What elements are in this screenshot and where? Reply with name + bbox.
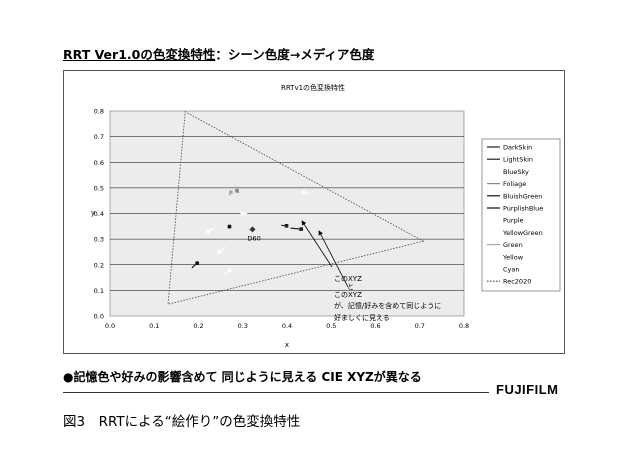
legend-label: LightSkin	[503, 156, 533, 164]
legend-label: Foliage	[503, 180, 526, 188]
data-point	[195, 261, 199, 266]
figure-caption: 図3 RRTによる“絵作り”の色変換特性	[63, 414, 301, 430]
slide-title: RRT Ver1.0の色変換特性：シーン色度→メディア色度	[63, 44, 374, 63]
annotation-arrow	[318, 230, 349, 288]
white-point-marker	[249, 226, 256, 233]
x-tick-label: 0.6	[370, 322, 380, 330]
legend-label: Rec2020	[503, 278, 531, 286]
x-tick-label: 0.1	[149, 322, 159, 330]
y-tick-label: 0.3	[94, 236, 104, 244]
chart-svg: RRTv1の色変換特性 D60 0.0 0.1 0.2 0.3 0.4 0.5 0.6 0.7…	[91, 83, 561, 349]
legend-label: YellowGreen	[502, 229, 543, 237]
y-axis-label: y	[91, 209, 95, 217]
x-tick-label: 0.3	[238, 322, 248, 330]
annotation-line: 好ましくに見える	[334, 313, 390, 322]
y-tick-label: 0.4	[94, 210, 104, 218]
x-tick-label: 0.2	[193, 322, 203, 330]
x-tick-label: 0.0	[105, 322, 115, 330]
y-tick-label: 0.7	[94, 133, 104, 141]
fujifilm-logo: FUJIFILM	[496, 382, 559, 397]
legend-label: Cyan	[503, 266, 520, 274]
x-tick-label: 0.8	[459, 322, 469, 330]
bottom-note: ●記憶色や好みの影響含めて 同じように見える CIE XYZが異なる	[63, 370, 422, 384]
gamut-rec2020	[167, 111, 425, 305]
legend-label: BlueSky	[503, 168, 529, 176]
legend-label: BluishGreen	[503, 192, 542, 200]
legend: DarkSkin LightSkin BlueSky Foliage BluishGre…	[481, 138, 561, 292]
legend-label: DarkSkin	[503, 144, 532, 152]
data-point	[217, 250, 222, 254]
chart-frame: RRTv1の色変換特性 D60 0.0 0.1 0.2 0.3 0.4 0.5 0.6 0.7…	[63, 70, 565, 354]
data-point	[284, 224, 289, 228]
brand-divider	[63, 392, 489, 393]
legend-label: Purple	[503, 217, 524, 225]
annotation-line: このXYZ	[334, 275, 362, 283]
annotation-line: と	[347, 283, 354, 291]
data-point	[206, 229, 211, 234]
slide-title-main: RRT Ver1.0の色変換特性	[63, 47, 216, 62]
data-point	[235, 188, 239, 193]
annotation: このXYZ と このXYZ が、記憶/好みを含めて同じように 好ましくに見える	[301, 220, 441, 322]
annotation-line: が、記憶/好みを含めて同じように	[334, 301, 441, 310]
slide-title-sub: ：シーン色度→メディア色度	[215, 47, 375, 62]
x-tick-label: 0.5	[326, 322, 336, 330]
y-tick-label: 0.8	[94, 108, 104, 116]
chart-title: RRTv1の色変換特性	[281, 83, 345, 92]
annotation-line: このXYZ	[334, 291, 362, 299]
x-tick-label: 0.4	[282, 322, 292, 330]
data-point	[299, 227, 303, 231]
legend-label: Yellow	[502, 253, 524, 261]
y-tick-label: 0.5	[94, 184, 104, 192]
white-point-label: D60	[247, 234, 260, 242]
x-axis-label: x	[285, 341, 289, 349]
legend-label: PurplishBlue	[503, 205, 543, 213]
annotation-arrow	[301, 220, 333, 268]
legend-label: Green	[503, 241, 523, 249]
legend-frame	[481, 138, 561, 292]
data-point	[227, 224, 232, 229]
data-point	[301, 190, 306, 195]
x-tick-label: 0.7	[415, 322, 425, 330]
data-point	[240, 211, 245, 216]
data-point	[229, 190, 233, 195]
data-point	[227, 268, 232, 273]
y-tick-label: 0.2	[94, 261, 104, 269]
y-tick-label: 0.6	[94, 159, 104, 167]
y-tick-label: 0.1	[94, 287, 104, 295]
y-tick-label: 0.0	[94, 313, 104, 321]
